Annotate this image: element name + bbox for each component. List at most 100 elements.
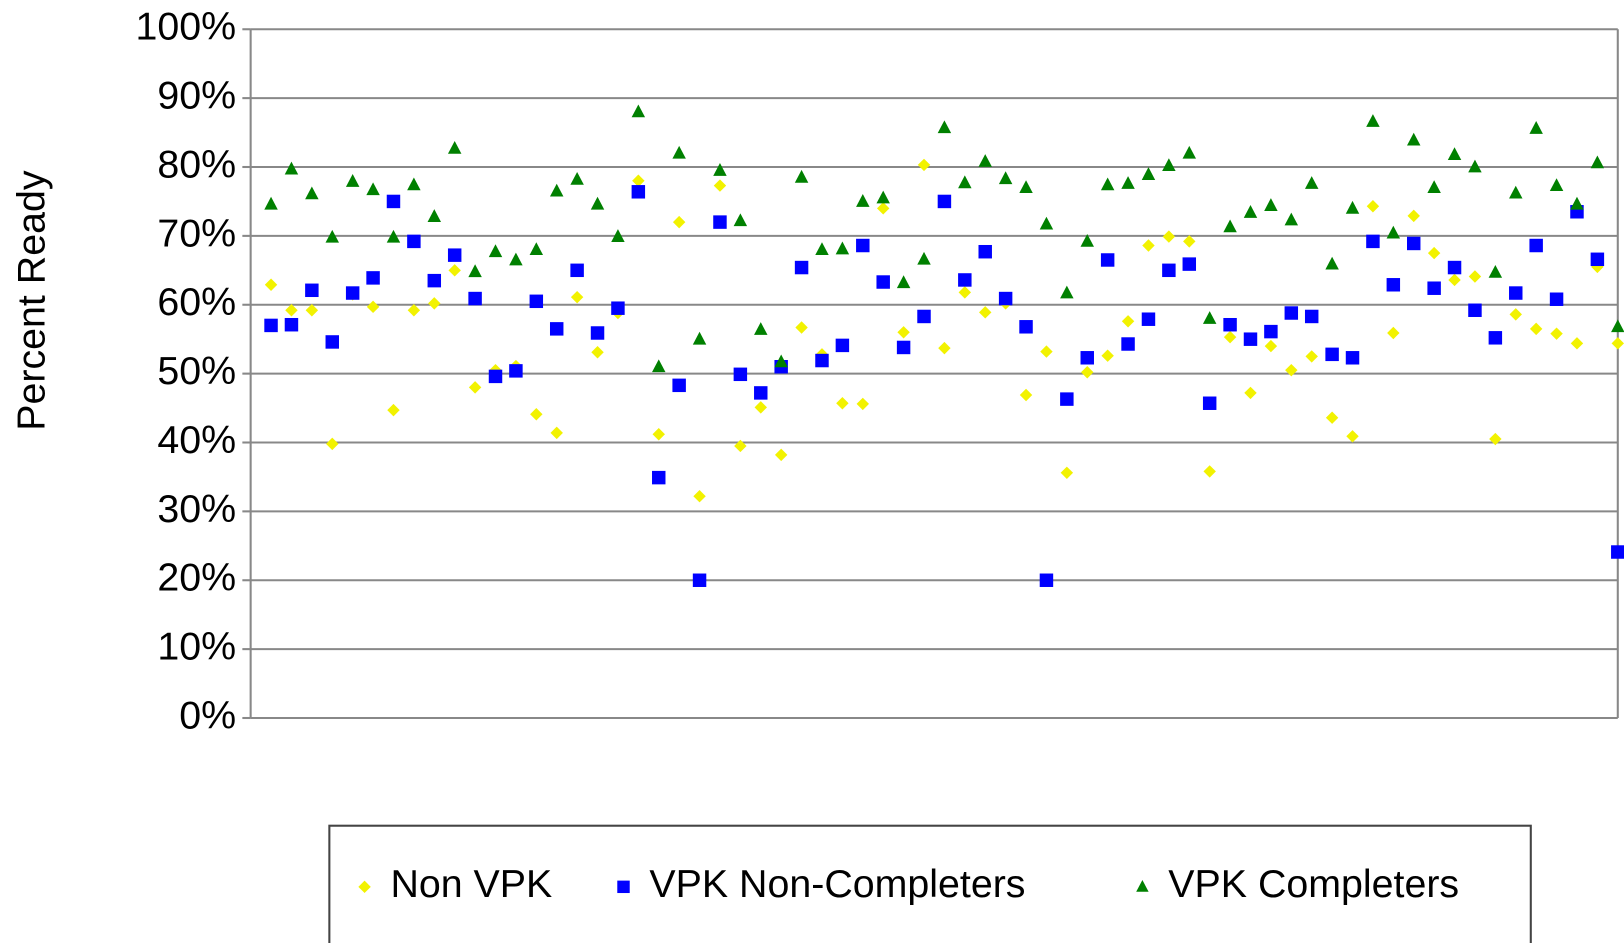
point xyxy=(794,260,809,275)
point xyxy=(1183,235,1196,248)
point xyxy=(305,283,319,298)
point xyxy=(1427,246,1441,260)
legend-label: Non VPK xyxy=(390,862,552,906)
point xyxy=(1202,311,1217,324)
point xyxy=(529,294,544,309)
point xyxy=(1264,339,1278,353)
point xyxy=(1019,180,1033,194)
point xyxy=(856,397,870,411)
point xyxy=(386,194,401,209)
legend-marker xyxy=(1136,879,1149,892)
y-tick-label: 50% xyxy=(157,349,236,393)
point xyxy=(1080,351,1094,365)
point xyxy=(958,175,972,189)
point xyxy=(366,271,380,285)
y-tick-label: 0% xyxy=(179,693,236,737)
point xyxy=(386,229,401,243)
point xyxy=(958,273,972,287)
point xyxy=(488,244,503,258)
point xyxy=(1060,285,1074,299)
point xyxy=(428,297,441,310)
point xyxy=(550,426,563,440)
point xyxy=(713,179,727,192)
point xyxy=(549,322,564,336)
point xyxy=(754,322,768,335)
y-tick-label: 10% xyxy=(157,625,236,669)
legend-marker xyxy=(617,880,630,894)
point xyxy=(1468,270,1482,283)
point xyxy=(794,169,809,183)
point xyxy=(835,241,850,255)
point xyxy=(1162,230,1176,243)
point xyxy=(1100,253,1115,267)
y-tick-label: 40% xyxy=(157,418,236,462)
point xyxy=(1304,176,1319,189)
point xyxy=(1264,324,1278,339)
point xyxy=(1081,366,1094,379)
point xyxy=(549,183,564,197)
point xyxy=(693,490,706,503)
point xyxy=(733,213,748,227)
y-tick-label: 30% xyxy=(157,487,236,531)
point xyxy=(1387,326,1400,340)
point xyxy=(631,104,646,118)
point xyxy=(1121,315,1135,328)
point xyxy=(978,244,992,259)
point xyxy=(856,238,870,253)
point xyxy=(326,437,339,451)
point xyxy=(1101,349,1114,362)
point xyxy=(1141,167,1156,180)
point xyxy=(1570,337,1584,350)
point xyxy=(611,301,625,315)
point xyxy=(285,304,298,317)
point xyxy=(1407,209,1420,223)
point xyxy=(672,145,686,159)
point xyxy=(876,202,890,215)
point xyxy=(672,378,686,393)
point xyxy=(1019,320,1033,334)
point xyxy=(1223,317,1237,332)
point xyxy=(836,397,849,410)
point xyxy=(448,264,461,277)
point xyxy=(264,196,278,210)
point xyxy=(1366,114,1380,127)
point xyxy=(1407,132,1421,146)
point xyxy=(692,573,707,587)
point xyxy=(1223,219,1237,233)
legend-label: VPK Completers xyxy=(1168,862,1459,906)
point xyxy=(1284,212,1299,226)
point xyxy=(733,367,748,382)
point xyxy=(407,234,421,249)
point xyxy=(590,196,605,210)
point xyxy=(1529,238,1543,253)
point xyxy=(509,252,523,266)
point xyxy=(937,120,952,134)
y-tick-label: 20% xyxy=(157,556,236,600)
point xyxy=(734,439,747,453)
point xyxy=(876,190,890,204)
point xyxy=(672,215,686,229)
point xyxy=(1142,239,1155,252)
point xyxy=(1550,327,1563,340)
point xyxy=(1447,147,1462,160)
point xyxy=(1243,205,1258,218)
legend-box xyxy=(328,824,1532,948)
point xyxy=(979,306,992,319)
point xyxy=(488,369,503,384)
point xyxy=(1305,350,1318,363)
point xyxy=(1060,392,1074,406)
point xyxy=(896,340,911,355)
point xyxy=(1488,264,1503,278)
point xyxy=(938,341,951,355)
point xyxy=(774,354,788,368)
point xyxy=(1325,347,1339,362)
point xyxy=(570,290,584,304)
point xyxy=(1325,256,1339,270)
point xyxy=(754,401,767,414)
point xyxy=(1202,396,1217,410)
point xyxy=(978,154,992,167)
point xyxy=(1040,345,1053,358)
point xyxy=(345,286,360,300)
point xyxy=(1509,185,1523,199)
point xyxy=(815,242,829,256)
